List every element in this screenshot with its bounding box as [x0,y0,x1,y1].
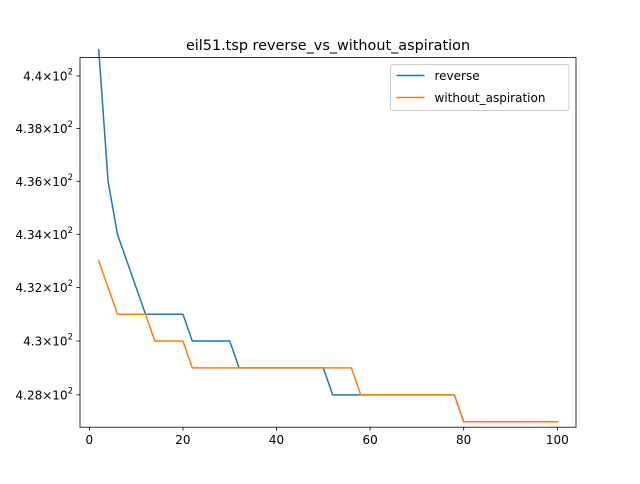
y-tick-label: 4.28×102 [16,386,73,402]
y-axis: 4.28×102 4.3×102 4.32×102 4.34×102 4.36×102 4… [16,67,80,402]
y-tick-label: 4.4×102 [23,67,73,83]
x-tick-label: 0 [86,433,94,447]
x-tick-label: 80 [456,433,471,447]
plot-frame [79,57,577,428]
legend-box [390,64,570,111]
x-axis: 0 20 40 60 80 100 [86,427,569,447]
y-tick-label: 4.3×102 [23,333,73,349]
legend-label-without-aspiration: without_aspiration [435,91,546,105]
y-tick-label: 4.34×102 [16,226,73,242]
y-tick-label: 4.38×102 [16,120,73,136]
y-tick-label: 4.32×102 [16,279,73,295]
chart-title: eil51.tsp reverse_vs_without_aspiration [186,38,470,54]
x-tick-label: 60 [362,433,377,447]
legend-label-reverse: reverse [435,69,480,83]
legend: reverse without_aspiration [390,64,570,111]
x-tick-label: 20 [175,433,190,447]
x-tick-label: 100 [546,433,569,447]
x-tick-label: 40 [269,433,284,447]
y-tick-label: 4.36×102 [16,173,73,189]
series-line-without-aspiration [97,259,559,423]
plot-series-group [97,48,559,423]
